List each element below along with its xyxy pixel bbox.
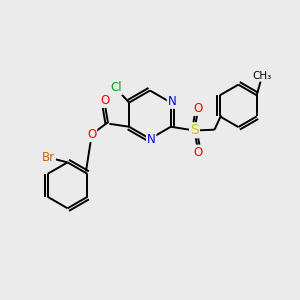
Text: N: N: [147, 134, 156, 146]
Text: O: O: [194, 102, 202, 115]
Text: O: O: [194, 146, 202, 159]
Text: CH₃: CH₃: [252, 71, 272, 81]
Text: Cl: Cl: [110, 81, 122, 94]
Text: Br: Br: [42, 152, 55, 164]
Text: O: O: [87, 128, 96, 141]
Text: O: O: [100, 94, 110, 107]
Text: S: S: [190, 123, 199, 137]
Text: N: N: [168, 95, 176, 108]
